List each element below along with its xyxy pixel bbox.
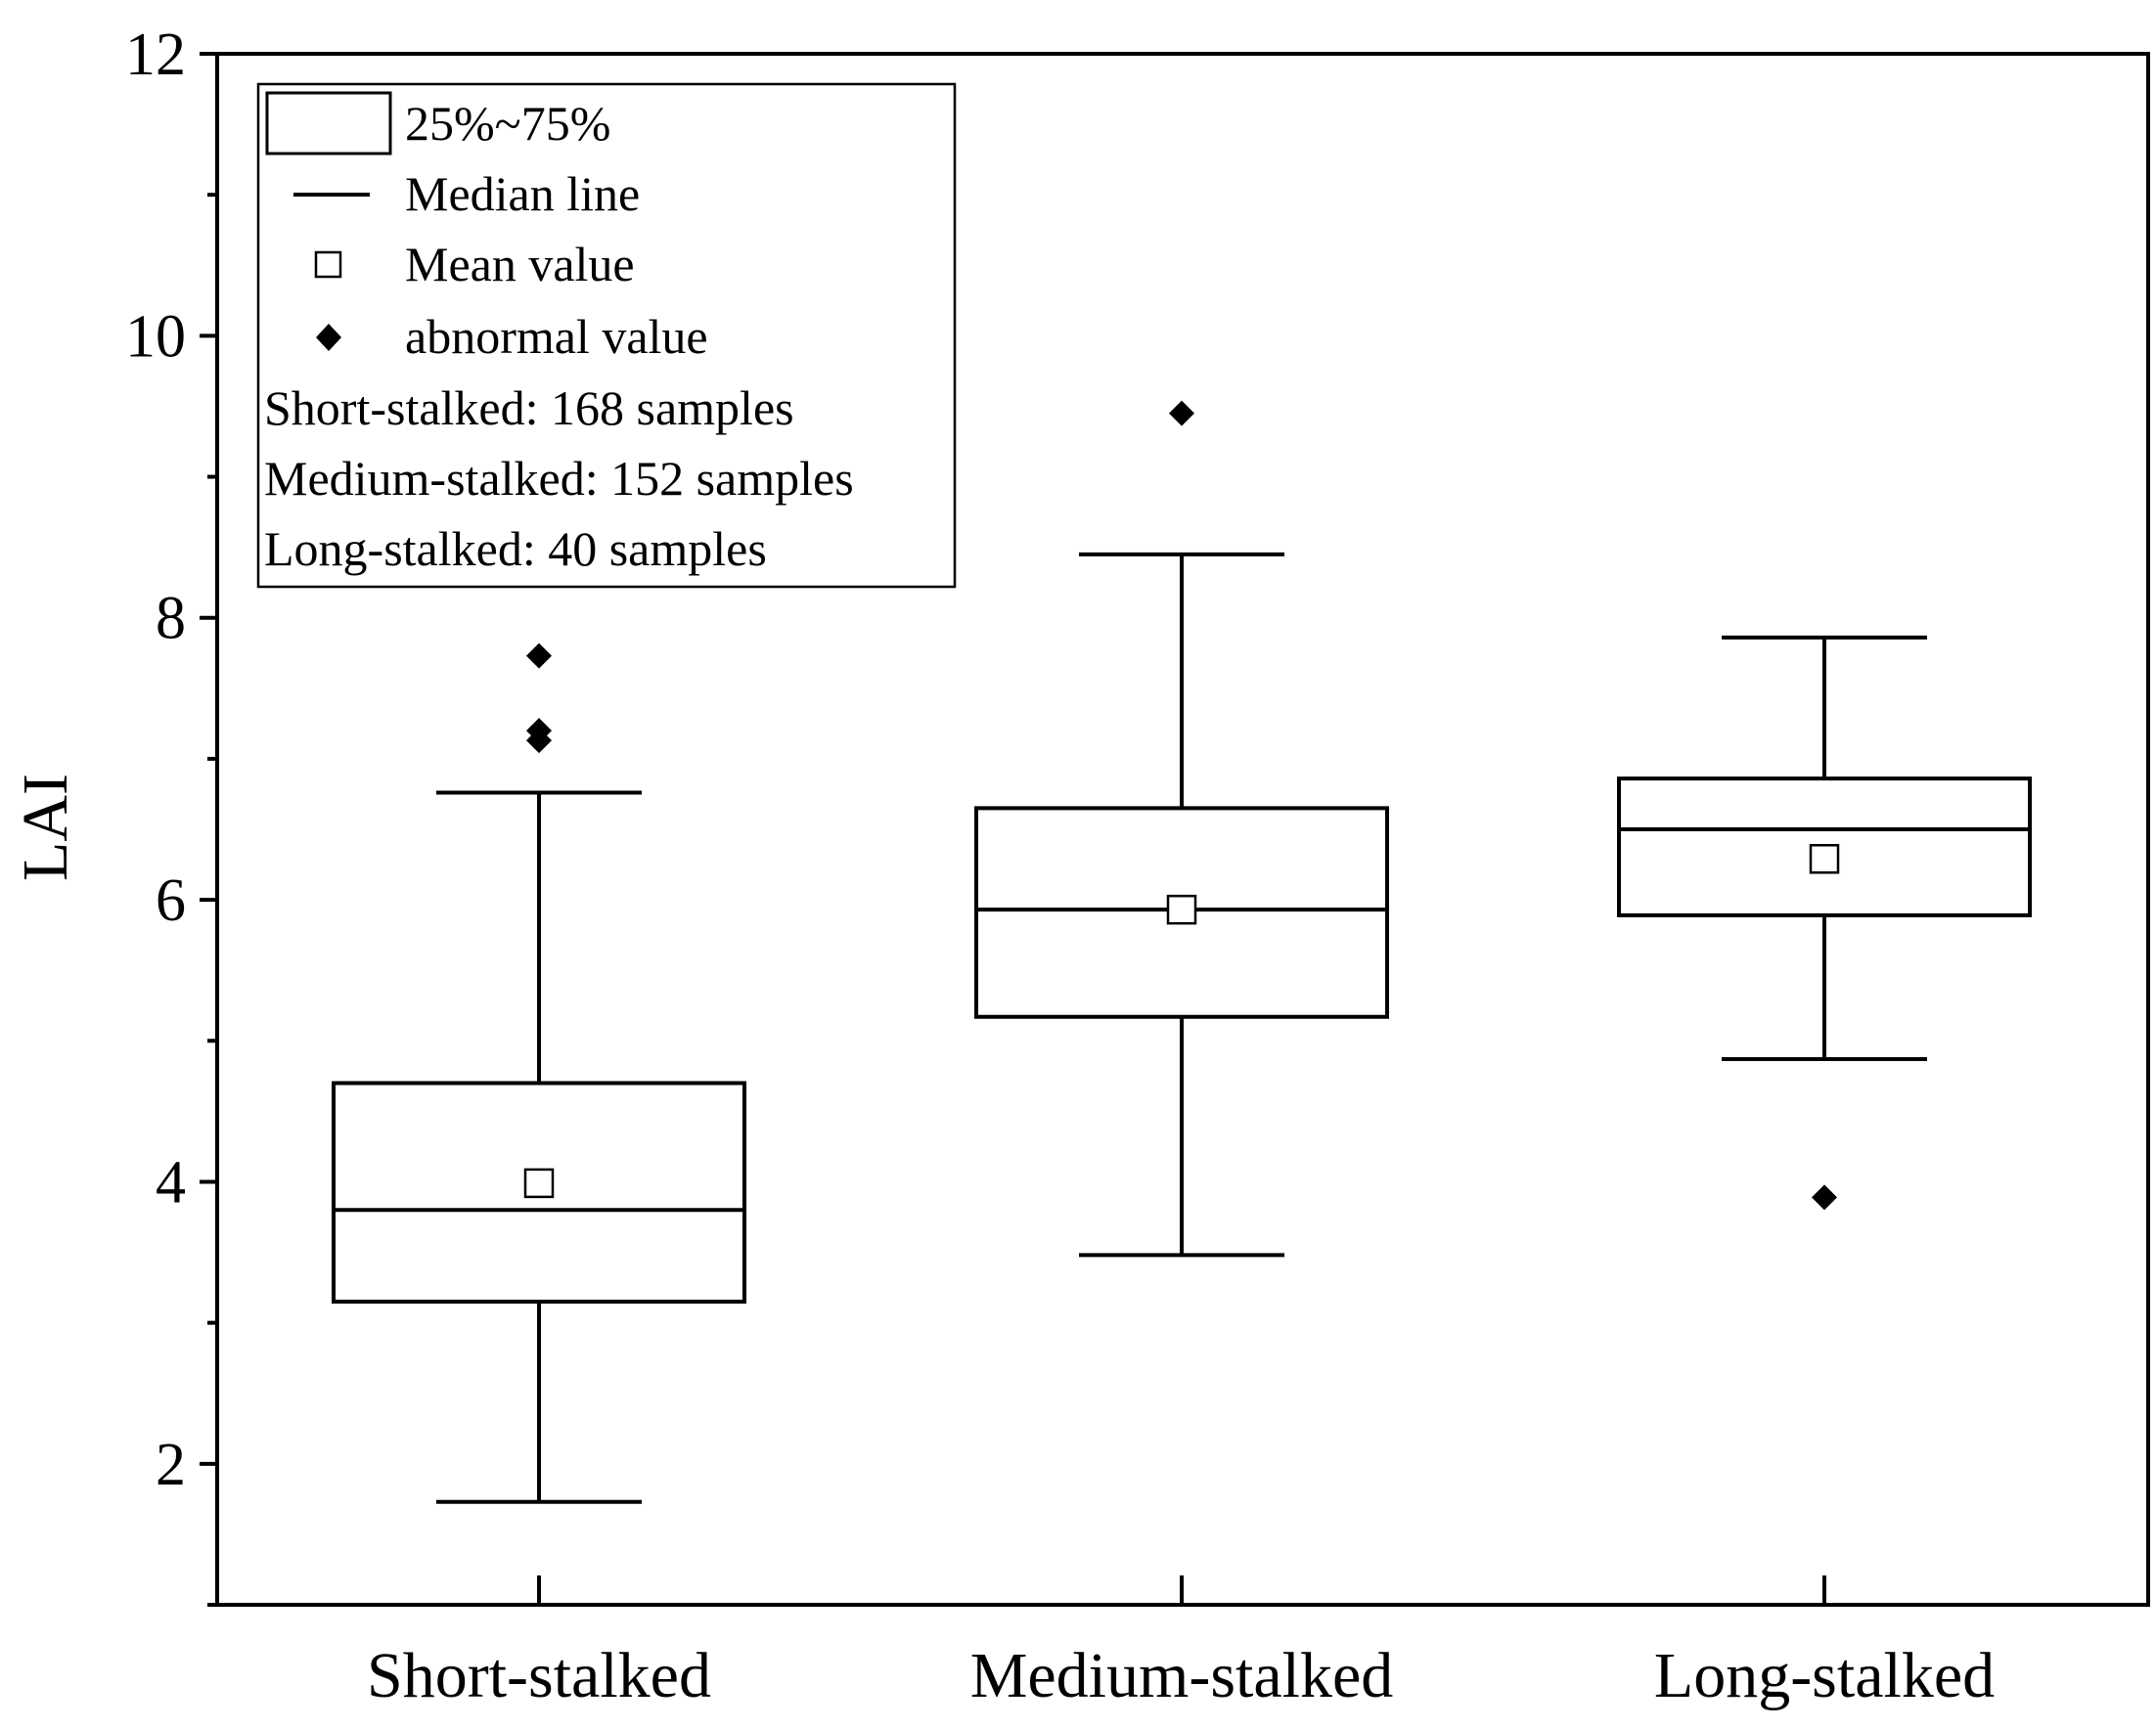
x-tick-label: Medium-stalked [970,1640,1394,1711]
y-tick-label: 8 [156,586,186,652]
box-group-long-stalked [1617,635,2032,1211]
legend-label-median: Median line [405,166,640,221]
box-group-short-stalked [332,643,746,1504]
outlier-marker [526,643,552,669]
legend-label-mean: Mean value [405,237,635,291]
legend-label-outlier: abnormal value [405,309,708,364]
legend-outlier-symbol [316,324,341,351]
mean-marker [523,1168,555,1199]
mean-marker [1166,894,1197,925]
x-tick-label: Short-stalked [367,1640,711,1711]
y-axis-label: LAI [10,774,81,881]
mean-marker [1809,844,1840,874]
legend-frame [256,82,957,589]
y-tick-label: 4 [156,1149,186,1216]
y-tick-label: 2 [156,1432,186,1498]
boxes [332,400,2032,1504]
legend-box-symbol [265,91,392,155]
y-tick-label: 10 [125,303,186,370]
x-axis: Short-stalked Medium-stalked Long-stalked [367,1575,1995,1711]
y-tick-label: 12 [125,22,186,88]
legend-note-medium: Medium-stalked: 152 samples [264,451,854,506]
legend-note-short: Short-stalked: 168 samples [264,380,794,435]
legend-label-box: 25%~75% [405,96,610,151]
legend: 25%~75% Median line Mean value abnormal … [256,82,957,589]
y-tick-label: 6 [156,867,186,934]
outlier-marker [1812,1184,1837,1211]
x-tick-label: Long-stalked [1654,1640,1995,1711]
y-axis: 2 4 6 8 10 12 [125,22,217,1607]
legend-note-long: Long-stalked: 40 samples [264,521,767,576]
outlier-marker [1169,400,1194,426]
box-group-medium-stalked [974,400,1389,1258]
outlier-marker [526,718,552,744]
legend-mean-symbol [314,250,342,279]
